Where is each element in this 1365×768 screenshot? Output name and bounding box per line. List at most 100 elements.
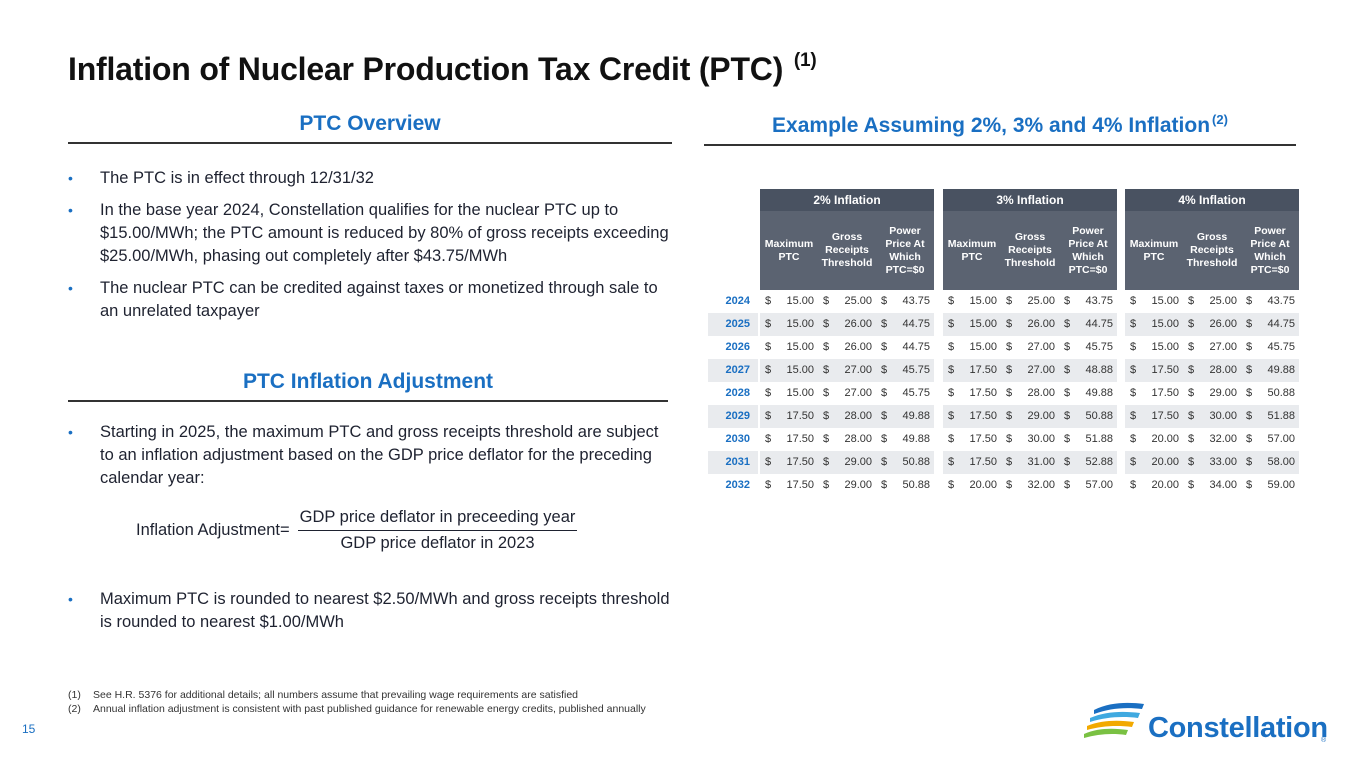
table-cell: $20.00 [1125, 474, 1183, 497]
cell-value: 25.00 [1027, 295, 1055, 307]
formula-denominator: GDP price deflator in 2023 [340, 534, 535, 552]
currency-symbol: $ [765, 387, 772, 399]
currency-symbol: $ [1064, 295, 1071, 307]
table-cell: $30.00 [1001, 428, 1059, 451]
table-cell: $32.00 [1183, 428, 1241, 451]
cell-value: 17.50 [969, 433, 997, 445]
cell-value: 27.00 [1209, 341, 1237, 353]
currency-symbol: $ [823, 433, 830, 445]
currency-symbol: $ [1006, 433, 1013, 445]
cell-value: 49.88 [1267, 364, 1295, 376]
year-cell: 2026 [725, 341, 750, 353]
table-row: $15.00 $25.00 $43.75 [760, 290, 934, 313]
table-cell: $44.75 [876, 336, 934, 359]
cell-value: 51.88 [1267, 410, 1295, 422]
table-row: $15.00 $26.00 $44.75 [1125, 313, 1299, 336]
table-cell: $15.00 [1125, 336, 1183, 359]
cell-value: 15.00 [786, 364, 814, 376]
table-cell: $27.00 [1001, 336, 1059, 359]
cell-value: 17.50 [1151, 387, 1179, 399]
table-cell: $43.75 [876, 290, 934, 313]
cell-value: 50.88 [902, 479, 930, 491]
cell-value: 26.00 [844, 341, 872, 353]
table-cell: $33.00 [1183, 451, 1241, 474]
cell-value: 26.00 [844, 318, 872, 330]
table-cell: $26.00 [1183, 313, 1241, 336]
currency-symbol: $ [1246, 479, 1253, 491]
table-cell: $20.00 [1125, 428, 1183, 451]
cell-value: 45.75 [902, 387, 930, 399]
cell-value: 57.00 [1267, 433, 1295, 445]
year-column: 2024 2025 2026 2027 2028 2029 2030 2031 2032 [708, 290, 758, 497]
currency-symbol: $ [1246, 433, 1253, 445]
bullet-dot-icon: • [68, 591, 73, 607]
table-cell: $28.00 [818, 405, 876, 428]
table-row: $17.50 $28.00 $49.88 [760, 405, 934, 428]
table-cell: $43.75 [1059, 290, 1117, 313]
table-cell: $15.00 [760, 336, 818, 359]
table-cell: $15.00 [760, 290, 818, 313]
cell-value: 44.75 [1267, 318, 1295, 330]
table-cell: $17.50 [1125, 359, 1183, 382]
cell-value: 15.00 [1151, 295, 1179, 307]
cell-value: 15.00 [1151, 341, 1179, 353]
cell-value: 29.00 [844, 456, 872, 468]
currency-symbol: $ [881, 479, 888, 491]
table-cell: $43.75 [1241, 290, 1299, 313]
inflation-formula: Inflation Adjustment= GDP price deflator… [136, 508, 578, 553]
table-row: $17.50 $29.00 $50.88 [1125, 382, 1299, 405]
table-cell: $28.00 [818, 428, 876, 451]
currency-symbol: $ [948, 410, 955, 422]
logo-registered-mark: ® [1321, 737, 1327, 744]
table-cell: $15.00 [943, 290, 1001, 313]
table-row: $15.00 $27.00 $45.75 [943, 336, 1117, 359]
currency-symbol: $ [765, 410, 772, 422]
inflation-block: 4% Inflation Maximum PTC Gross Receipts Th… [1125, 189, 1299, 497]
table-cell: $59.00 [1241, 474, 1299, 497]
formula-label: Inflation Adjustment= [136, 521, 290, 539]
bullet-dot-icon: • [68, 202, 73, 218]
cell-value: 20.00 [1151, 479, 1179, 491]
currency-symbol: $ [1246, 410, 1253, 422]
currency-symbol: $ [1246, 341, 1253, 353]
currency-symbol: $ [1188, 364, 1195, 376]
cell-value: 17.50 [969, 456, 997, 468]
cell-value: 25.00 [1209, 295, 1237, 307]
table-cell: $17.50 [943, 359, 1001, 382]
cell-value: 50.88 [1085, 410, 1113, 422]
footnotes: (1) See H.R. 5376 for additional details;… [68, 688, 646, 716]
cell-value: 20.00 [1151, 433, 1179, 445]
table-row: $17.50 $27.00 $48.88 [943, 359, 1117, 382]
cell-value: 45.75 [902, 364, 930, 376]
currency-symbol: $ [1064, 456, 1071, 468]
table-cell: $15.00 [943, 313, 1001, 336]
table-row: $17.50 $28.00 $49.88 [760, 428, 934, 451]
adjustment-heading: PTC Inflation Adjustment [68, 370, 668, 402]
column-header: Gross Receipts Threshold [821, 231, 873, 269]
cell-value: 30.00 [1209, 410, 1237, 422]
currency-symbol: $ [1006, 295, 1013, 307]
cell-value: 17.50 [1151, 410, 1179, 422]
table-cell: $51.88 [1059, 428, 1117, 451]
currency-symbol: $ [881, 410, 888, 422]
cell-value: 50.88 [1267, 387, 1295, 399]
cell-value: 17.50 [969, 387, 997, 399]
currency-symbol: $ [765, 341, 772, 353]
table-cell: $26.00 [818, 336, 876, 359]
table-cell: $48.88 [1059, 359, 1117, 382]
table-cell: $15.00 [1125, 290, 1183, 313]
currency-symbol: $ [823, 479, 830, 491]
table-row: $20.00 $32.00 $57.00 [1125, 428, 1299, 451]
table-cell: $50.88 [876, 474, 934, 497]
adjustment-bullet-list-2: • Maximum PTC is rounded to nearest $2.50… [68, 588, 672, 634]
year-cell: 2029 [708, 405, 758, 428]
table-row: $20.00 $34.00 $59.00 [1125, 474, 1299, 497]
year-cell: 2028 [725, 387, 750, 399]
table-cell: $15.00 [760, 382, 818, 405]
list-item: • The PTC is in effect through 12/31/32 [68, 167, 672, 190]
cell-value: 27.00 [1027, 341, 1055, 353]
currency-symbol: $ [823, 341, 830, 353]
cell-value: 20.00 [969, 479, 997, 491]
currency-symbol: $ [1064, 318, 1071, 330]
currency-symbol: $ [1130, 479, 1137, 491]
